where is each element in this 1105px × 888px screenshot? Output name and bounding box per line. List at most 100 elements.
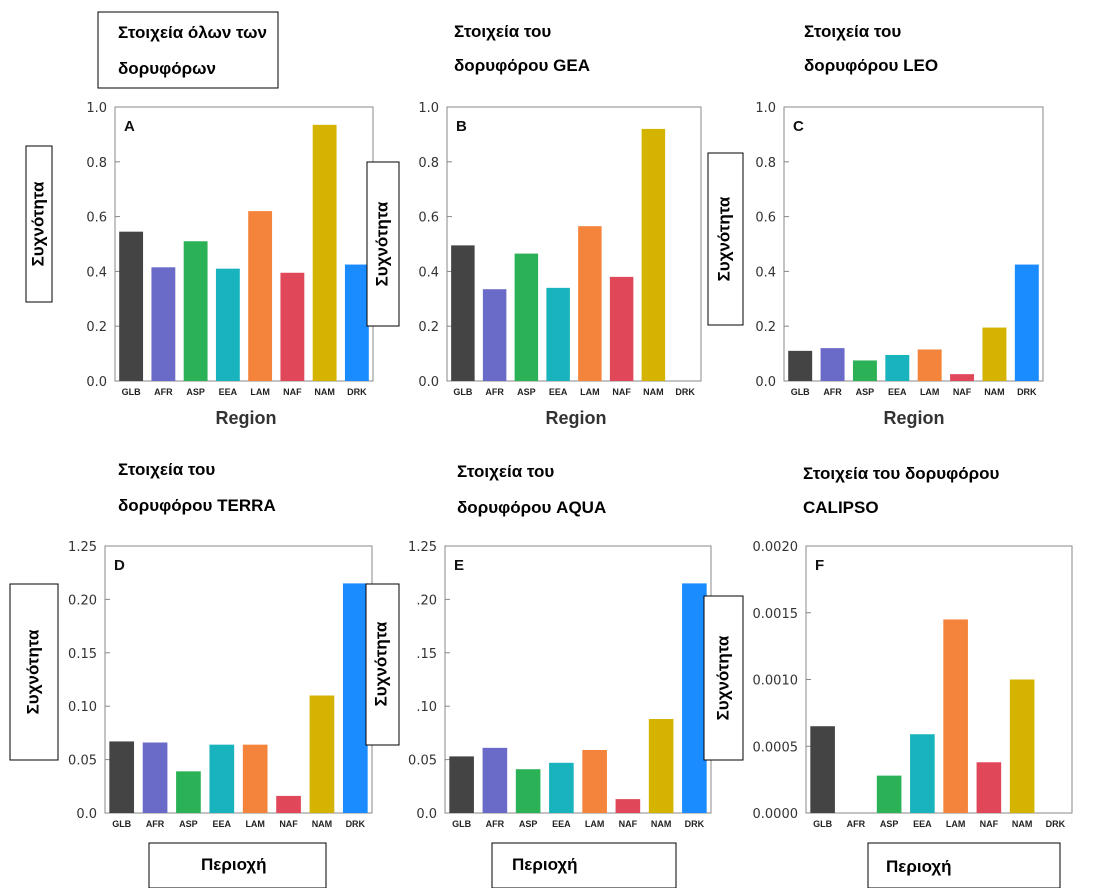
chart-panel-b: 0.0 0.2 0.4 0.6 0.8 1.0 GLB AFR ASP EEA LAM NAF NAM D… bbox=[366, 22, 702, 428]
category-label: EEA bbox=[549, 387, 568, 397]
category-label: EEA bbox=[888, 387, 907, 397]
y-tick-label: .10 bbox=[416, 700, 437, 715]
y-tick-label: 0.15 bbox=[68, 647, 97, 662]
category-label: ASP bbox=[186, 387, 205, 397]
y-axis-label: Συχνότητα bbox=[23, 629, 42, 714]
category-label: EEA bbox=[913, 819, 932, 829]
panel-letter: B bbox=[456, 118, 467, 135]
bar-eea bbox=[885, 354, 910, 381]
bar-glb bbox=[119, 231, 144, 381]
y-tick-label: 0.0 bbox=[86, 375, 107, 390]
category-label: NAF bbox=[619, 819, 638, 829]
chart-title-line: δορυφόρου GEA bbox=[454, 56, 590, 75]
category-label: LAM bbox=[245, 819, 265, 829]
category-label: NAF bbox=[980, 819, 999, 829]
category-label: LAM bbox=[920, 387, 940, 397]
category-label: DRK bbox=[675, 387, 695, 397]
chart-title-line: Στοιχεία του bbox=[454, 22, 551, 41]
y-tick-label: 0.0005 bbox=[753, 740, 799, 755]
bar-glb bbox=[451, 245, 475, 381]
category-label: LAM bbox=[250, 387, 270, 397]
y-label-box bbox=[703, 595, 744, 761]
y-tick-label: 0.05 bbox=[408, 754, 437, 769]
category-label: DRK bbox=[685, 819, 705, 829]
bar-afr bbox=[820, 348, 845, 381]
category-label: GLB bbox=[813, 819, 832, 829]
category-label: NAF bbox=[953, 387, 972, 397]
y-label-box bbox=[25, 145, 53, 303]
category-label: AFR bbox=[823, 387, 842, 397]
category-label: ASP bbox=[880, 819, 899, 829]
y-tick-label: 0.8 bbox=[418, 156, 439, 171]
y-tick-label: 0.4 bbox=[755, 265, 776, 280]
category-label: DRK bbox=[1017, 387, 1037, 397]
y-tick-label: 0.6 bbox=[755, 211, 776, 226]
category-label: AFR bbox=[847, 819, 866, 829]
y-tick-label: .20 bbox=[416, 593, 437, 608]
y-tick-label: 0.05 bbox=[68, 754, 97, 769]
x-label-box bbox=[148, 842, 327, 888]
x-axis-label: Περιοχή bbox=[512, 855, 578, 874]
chart-title-line: Στοιχεία όλων των bbox=[118, 23, 267, 42]
bar-lam bbox=[917, 349, 942, 381]
category-label: ASP bbox=[856, 387, 875, 397]
x-axis-label: Περιοχή bbox=[201, 855, 267, 874]
y-tick-label: 0.2 bbox=[755, 320, 776, 335]
category-label: NAM bbox=[651, 819, 672, 829]
bar-asp bbox=[876, 775, 902, 813]
panel-letter: D bbox=[114, 557, 125, 574]
y-axis-label: Συχνότητα bbox=[28, 181, 47, 266]
category-label: LAM bbox=[580, 387, 600, 397]
y-tick-label: 0.4 bbox=[418, 265, 439, 280]
bar-asp bbox=[183, 241, 208, 381]
category-label: AFR bbox=[485, 387, 504, 397]
y-tick-label: 0.2 bbox=[418, 320, 439, 335]
y-tick-label: 1.0 bbox=[418, 101, 439, 116]
chart-title-line: δορυφόρου LEO bbox=[804, 56, 938, 75]
bar-eea bbox=[546, 287, 570, 381]
chart-title-line: Στοιχεία του bbox=[457, 462, 554, 481]
y-tick-label: 0.0 bbox=[76, 807, 97, 822]
category-label: AFR bbox=[486, 819, 505, 829]
chart-title-line: Στοιχεία του bbox=[118, 460, 215, 479]
panel-letter: E bbox=[454, 557, 464, 574]
bar-eea bbox=[549, 762, 574, 813]
chart-title-line: Στοιχεία του δορυφόρου bbox=[803, 464, 1000, 483]
y-tick-label: .15 bbox=[416, 647, 437, 662]
chart-title-line: δορυφόρου TERRA bbox=[118, 496, 276, 515]
category-label: GLB bbox=[112, 819, 131, 829]
category-label: GLB bbox=[453, 387, 472, 397]
bar-lam bbox=[943, 619, 968, 813]
bar-asp bbox=[852, 360, 877, 381]
y-axis-label: Συχνότητα bbox=[713, 635, 732, 720]
bar-naf bbox=[276, 795, 301, 813]
bar-glb bbox=[449, 756, 474, 813]
x-axis-label: Region bbox=[546, 408, 607, 428]
bar-afr bbox=[482, 289, 507, 381]
x-label-box bbox=[867, 842, 1061, 888]
x-label-box bbox=[491, 842, 677, 888]
bar-drk bbox=[342, 583, 368, 813]
category-label: LAM bbox=[585, 819, 605, 829]
chart-title-line: δορυφόρων bbox=[118, 59, 216, 78]
y-tick-label: 0.8 bbox=[755, 156, 776, 171]
y-tick-label: 0.10 bbox=[68, 700, 97, 715]
y-tick-label: 1.0 bbox=[86, 101, 107, 116]
bar-asp bbox=[515, 769, 541, 813]
y-tick-label: 0.20 bbox=[68, 593, 97, 608]
bar-asp bbox=[176, 771, 201, 813]
y-tick-label: 0.0 bbox=[755, 375, 776, 390]
bar-afr bbox=[142, 742, 168, 813]
bar-naf bbox=[950, 374, 975, 381]
bar-drk bbox=[344, 264, 369, 381]
bar-glb bbox=[788, 350, 813, 381]
bar-nam bbox=[1009, 679, 1035, 813]
category-label: NAF bbox=[279, 819, 298, 829]
bar-nam bbox=[309, 695, 335, 813]
category-label: NAF bbox=[283, 387, 302, 397]
y-label-box bbox=[365, 583, 400, 746]
category-label: ASP bbox=[519, 819, 538, 829]
y-tick-label: 0.2 bbox=[86, 320, 107, 335]
category-label: EEA bbox=[213, 819, 232, 829]
